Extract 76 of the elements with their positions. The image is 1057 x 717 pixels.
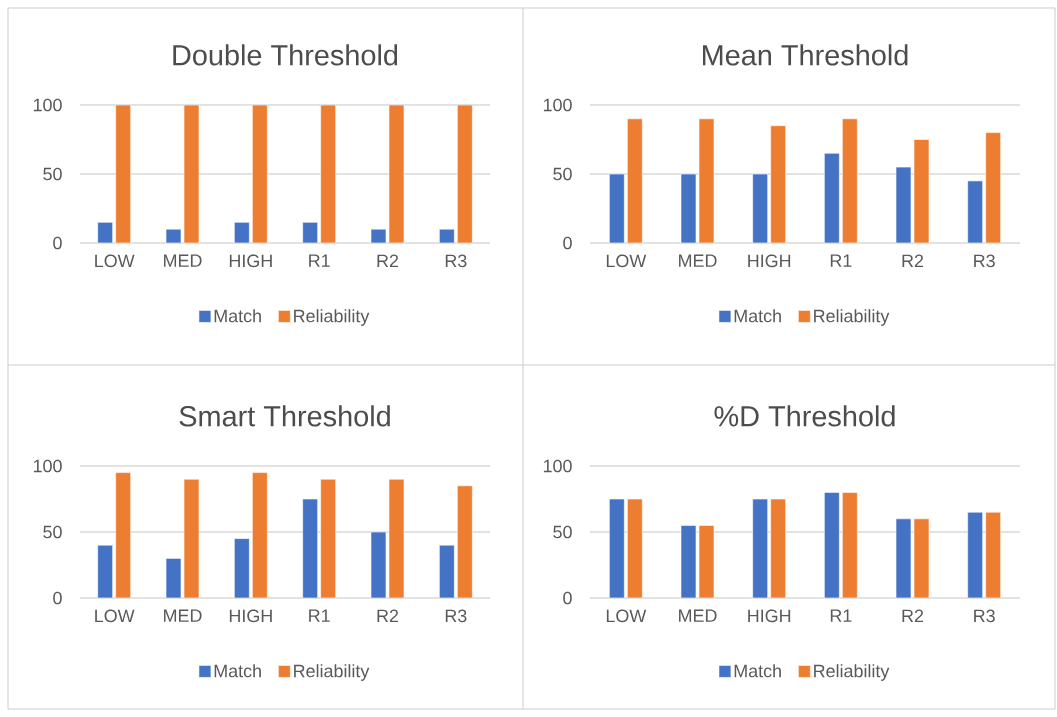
bar <box>824 492 840 598</box>
bar <box>752 173 768 243</box>
bar <box>627 118 643 243</box>
x-tick-label: R2 <box>902 254 924 268</box>
x-tick-label: HIGH <box>229 254 272 268</box>
x-tick-label: HIGH <box>748 609 791 623</box>
y-tick-label: 0 <box>53 236 62 250</box>
y-tick-label: 100 <box>33 98 62 112</box>
legend-label: Reliability <box>294 664 370 681</box>
legend-label: Match <box>734 664 781 678</box>
x-tick-label: R1 <box>830 609 852 622</box>
bar <box>770 125 786 243</box>
bar <box>609 173 625 243</box>
chart-title: Smart Threshold <box>179 405 390 427</box>
bar <box>457 485 473 598</box>
y-tick-label: 50 <box>43 525 62 539</box>
y-tick-label: 100 <box>33 459 62 473</box>
bar <box>457 105 473 243</box>
x-tick-label: R1 <box>830 254 852 267</box>
chart-title: Double Threshold <box>173 44 398 66</box>
x-tick-label: LOW <box>606 609 647 623</box>
x-tick-label: HIGH <box>748 254 791 268</box>
legend-label: Match <box>734 309 781 323</box>
x-tick-label: LOW <box>95 609 135 623</box>
x-tick-label: R3 <box>445 254 467 268</box>
bar <box>627 498 643 598</box>
bar <box>234 538 250 598</box>
x-tick-label: R3 <box>974 254 995 268</box>
y-tick-label: 0 <box>53 591 62 605</box>
x-tick-label: R3 <box>445 609 467 623</box>
bar <box>824 152 840 243</box>
x-tick-label: R1 <box>309 609 330 622</box>
x-tick-label: MED <box>164 254 202 267</box>
bar <box>842 492 858 598</box>
y-tick-label: 100 <box>543 98 572 112</box>
x-tick-label: MED <box>679 254 717 267</box>
bar <box>320 105 336 243</box>
chart-title: %D Threshold <box>714 405 895 427</box>
x-tick-label: MED <box>679 609 717 622</box>
bar <box>752 498 768 598</box>
x-tick-label: R3 <box>974 609 995 623</box>
bar <box>252 105 268 243</box>
x-tick-label: LOW <box>95 254 135 268</box>
bar <box>439 544 455 598</box>
bar <box>320 478 336 598</box>
bar <box>115 105 131 243</box>
bar <box>302 498 318 598</box>
y-tick-label: 0 <box>563 591 572 605</box>
bar <box>842 118 858 243</box>
y-tick-label: 50 <box>43 167 62 181</box>
x-tick-label: R2 <box>902 609 924 623</box>
legend-label: Reliability <box>814 309 890 326</box>
bar <box>985 132 1001 243</box>
y-tick-label: 0 <box>563 236 572 250</box>
chart-title: Mean Threshold <box>702 44 908 66</box>
legend-label: Match <box>214 664 261 678</box>
bar <box>770 498 786 598</box>
legend-label: Reliability <box>294 309 370 326</box>
bar <box>609 498 625 598</box>
x-tick-label: MED <box>164 609 202 622</box>
x-tick-label: R2 <box>377 609 399 623</box>
legend-label: Match <box>214 309 261 323</box>
bar <box>115 472 131 598</box>
x-tick-label: HIGH <box>229 609 272 623</box>
x-tick-label: R1 <box>309 254 330 267</box>
bar <box>967 511 983 598</box>
y-tick-label: 100 <box>543 459 572 473</box>
bar <box>985 511 1001 598</box>
x-tick-label: LOW <box>606 254 647 268</box>
x-tick-label: R2 <box>377 254 399 268</box>
bar <box>252 472 268 598</box>
bar <box>967 180 983 243</box>
y-tick-label: 50 <box>553 525 572 539</box>
y-tick-label: 50 <box>553 167 572 181</box>
bar <box>97 544 113 598</box>
legend-label: Reliability <box>814 664 890 681</box>
